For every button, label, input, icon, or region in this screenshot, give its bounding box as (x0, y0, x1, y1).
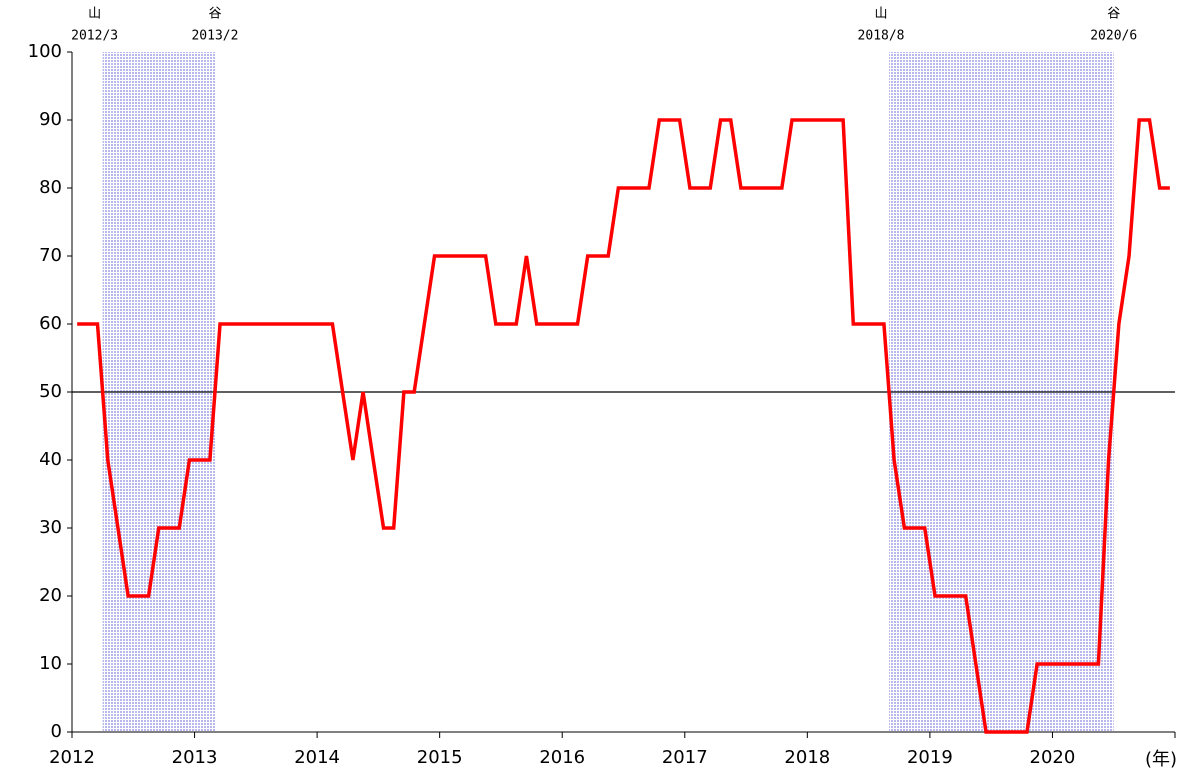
data-line (77, 118, 1170, 734)
x-tick-label: 2015 (417, 747, 463, 768)
x-tick-label: 2016 (539, 747, 585, 768)
x-tick-label: 2012 (49, 747, 95, 768)
period-mark: 谷 (208, 7, 221, 22)
period-mark: 谷 (1107, 7, 1120, 22)
period-mark: 山 (875, 7, 888, 22)
period-date: 2013/2 (191, 29, 238, 44)
y-tick-label: 80 (39, 177, 62, 198)
y-tick-label: 0 (51, 721, 62, 742)
x-tick-label: 2020 (1030, 747, 1076, 768)
y-tick-label: 20 (39, 585, 62, 606)
period-mark: 山 (88, 7, 101, 22)
x-tick-label: 2019 (907, 747, 953, 768)
period-date: 2020/6 (1090, 29, 1137, 44)
x-tick-label: 2014 (294, 747, 340, 768)
y-tick-label: 10 (39, 653, 62, 674)
period-date: 2012/3 (71, 29, 118, 44)
x-tick-label: 2017 (662, 747, 708, 768)
y-tick-label: 30 (39, 517, 62, 538)
period-date: 2018/8 (858, 29, 905, 44)
x-tick-label: 2018 (784, 747, 830, 768)
y-tick-label: 70 (39, 245, 62, 266)
y-tick-label: 40 (39, 449, 62, 470)
main-layer: 山 2012/3 谷 2013/2 山 2018/8 谷 2020/6 0 10 20 30 40 50 6… (28, 7, 1177, 771)
y-tick-label: 50 (39, 381, 62, 402)
y-tick-label: 100 (28, 41, 62, 62)
y-tick-label: 60 (39, 313, 62, 334)
x-axis-label: (年) (1145, 749, 1177, 770)
y-tick-label: 90 (39, 109, 62, 130)
x-tick-label: 2013 (172, 747, 218, 768)
